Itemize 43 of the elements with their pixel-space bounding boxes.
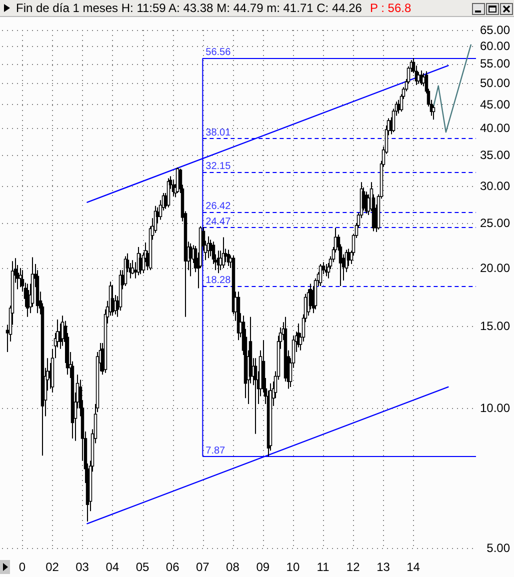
x-tick-label: 06 <box>166 560 180 574</box>
candlestick <box>188 242 192 277</box>
y-tick-label: 55.00 <box>480 56 510 71</box>
ref-line-label: 56.56 <box>206 47 232 58</box>
y-tick-label: 40.00 <box>480 121 510 136</box>
text: P : 56.8 <box>370 1 412 15</box>
y-tick-label: 60.00 <box>480 39 510 54</box>
y-tick-label: 15.00 <box>480 319 510 334</box>
ref-line-label: 26.42 <box>206 200 232 212</box>
candlestick <box>218 250 222 271</box>
y-tick-label: 5.00 <box>486 541 510 555</box>
y-tick-label: 50.00 <box>480 76 510 90</box>
candlestick <box>18 268 22 288</box>
candlestick <box>176 167 180 194</box>
x-tick-label: 13 <box>376 560 390 574</box>
candlestick <box>110 284 114 316</box>
x-tick-label: 12 <box>346 560 360 574</box>
ref-line-label: 32.15 <box>206 161 232 172</box>
y-tick-label: 10.00 <box>480 401 510 416</box>
x-tick-label: 04 <box>106 560 120 574</box>
ref-line-label: 24.47 <box>206 216 232 228</box>
ref-line-label: 38.01 <box>206 127 232 138</box>
x-tick-label: 08 <box>226 560 240 574</box>
candlestick <box>396 99 400 114</box>
y-tick-label: 25.00 <box>480 216 510 230</box>
x-tick-label: 05 <box>136 560 150 574</box>
ref-line-label: 18.28 <box>206 275 232 286</box>
candlestick <box>130 260 134 275</box>
y-tick-label: 30.00 <box>480 179 510 194</box>
x-tick-label: 0 <box>18 560 26 574</box>
x-tick-label: 11 <box>316 560 330 574</box>
x-tick-label: 14 <box>406 560 420 574</box>
x-tick-label: 07 <box>196 560 210 574</box>
x-tick-label: 10 <box>286 560 300 574</box>
ref-line-label: 7.87 <box>206 445 226 456</box>
y-tick-label: 65.00 <box>480 23 510 37</box>
chart-title: Fin de día 1 meses H: 11:59 A: 43.38 M: 44.79 m: 41.71 C: 44.26 <box>16 1 362 15</box>
y-tick-label: 35.00 <box>480 148 510 162</box>
x-tick-label: 02 <box>46 560 60 574</box>
x-tick-label: 03 <box>76 560 90 574</box>
y-tick-label: 45.00 <box>480 97 510 112</box>
x-tick-label: 09 <box>256 560 270 574</box>
y-tick-label: 20.00 <box>480 261 510 276</box>
